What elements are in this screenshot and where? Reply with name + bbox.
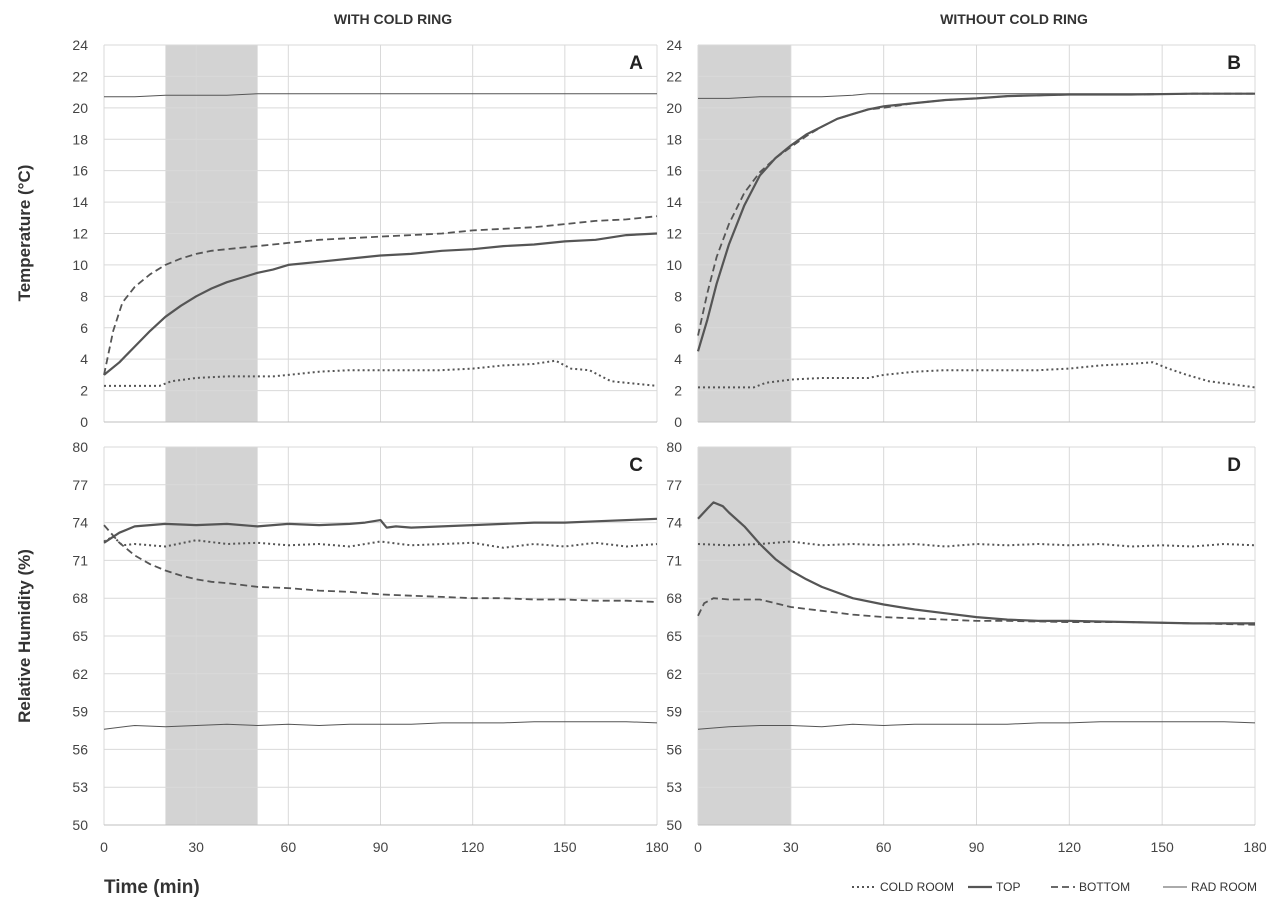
legend: COLD ROOM TOP BOTTOM RAD ROOM xyxy=(852,880,1257,894)
y-tick-label: 18 xyxy=(666,131,682,147)
y-tick-label: 14 xyxy=(666,194,682,210)
x-tick-label: 150 xyxy=(1150,839,1174,855)
x-tick-label: 0 xyxy=(694,839,702,855)
x-tick-label: 120 xyxy=(461,839,485,855)
x-tick-label: 150 xyxy=(553,839,577,855)
series-bottom xyxy=(103,524,658,603)
series-rad-room xyxy=(104,93,657,98)
y-tick-label: 20 xyxy=(666,100,682,116)
y-tick-label: 56 xyxy=(72,741,88,757)
y-axis-label-temperature: Temperature (°C) xyxy=(15,165,34,302)
legend-label-bottom: BOTTOM xyxy=(1079,880,1130,894)
y-tick-label: 20 xyxy=(72,100,88,116)
panel-C-humidity-with-cold-ring: 50 53 56 59 62 65 68 71 74 77 80 0 30 60 90 120 150 180 C xyxy=(72,439,668,855)
x-tick-label: 90 xyxy=(373,839,389,855)
series-bottom xyxy=(697,92,1255,336)
y-tick-label: 71 xyxy=(666,552,682,568)
series-bottom xyxy=(697,597,1256,626)
col-title-right: WITHOUT COLD RING xyxy=(940,11,1088,27)
x-tick-label: 180 xyxy=(645,839,669,855)
panel-letter: D xyxy=(1227,455,1241,476)
legend-label-cold-room: COLD ROOM xyxy=(880,880,954,894)
series-cold-room xyxy=(698,361,1256,389)
y-tick-label: 8 xyxy=(80,288,88,304)
series-cold-room xyxy=(697,540,1256,548)
x-tick-label: 60 xyxy=(876,839,892,855)
x-tick-label: 180 xyxy=(1243,839,1267,855)
y-tick-label: 56 xyxy=(666,741,682,757)
y-axis-label-humidity: Relative Humidity (%) xyxy=(15,549,34,723)
y-tick-label: 77 xyxy=(72,477,88,493)
y-tick-label: 12 xyxy=(72,226,88,242)
y-tick-label: 18 xyxy=(72,131,88,147)
y-tick-label: 12 xyxy=(666,226,682,242)
y-tick-label: 22 xyxy=(666,68,682,84)
panel-D-humidity-without-cold-ring: 50 53 56 59 62 65 68 71 74 77 80 0 30 60 90 120 150 180 D xyxy=(666,439,1266,855)
y-tick-label: 53 xyxy=(666,779,682,795)
series-top xyxy=(103,517,658,544)
y-tick-label: 59 xyxy=(72,704,88,720)
x-tick-label: 30 xyxy=(783,839,799,855)
y-tick-label: 4 xyxy=(674,351,682,367)
y-tick-label: 53 xyxy=(72,779,88,795)
legend-label-top: TOP xyxy=(996,880,1020,894)
series-top xyxy=(103,232,658,376)
y-tick-label: 65 xyxy=(72,628,88,644)
series-rad-room xyxy=(103,721,658,730)
panel-letter: A xyxy=(629,53,643,74)
y-tick-label: 4 xyxy=(80,351,88,367)
x-axis-label: Time (min) xyxy=(104,877,200,898)
y-tick-label: 22 xyxy=(72,68,88,84)
series-rad-room xyxy=(698,93,1255,99)
series-top xyxy=(697,501,1255,625)
y-tick-label: 0 xyxy=(80,414,88,430)
y-tick-label: 68 xyxy=(72,590,88,606)
y-tick-label: 16 xyxy=(72,163,88,179)
y-tick-label: 10 xyxy=(666,257,682,273)
col-title-left: WITH COLD RING xyxy=(334,11,452,27)
series-bottom xyxy=(103,215,658,376)
y-tick-label: 80 xyxy=(666,439,682,455)
series-cold-room xyxy=(103,535,658,549)
y-tick-label: 50 xyxy=(666,817,682,833)
x-tick-label: 120 xyxy=(1058,839,1082,855)
series-rad-room xyxy=(697,721,1256,730)
y-tick-label: 74 xyxy=(72,515,88,531)
y-tick-label: 24 xyxy=(666,37,682,53)
y-tick-label: 6 xyxy=(80,320,88,336)
y-tick-label: 71 xyxy=(72,552,88,568)
y-tick-label: 10 xyxy=(72,257,88,273)
y-tick-label: 59 xyxy=(666,704,682,720)
y-tick-label: 62 xyxy=(72,666,88,682)
x-tick-label: 0 xyxy=(100,839,108,855)
y-tick-label: 8 xyxy=(674,288,682,304)
x-tick-label: 30 xyxy=(188,839,204,855)
y-tick-label: 16 xyxy=(666,163,682,179)
y-tick-label: 2 xyxy=(674,383,682,399)
x-tick-label: 60 xyxy=(281,839,297,855)
y-tick-label: 0 xyxy=(674,414,682,430)
panel-letter: B xyxy=(1227,53,1241,74)
y-tick-label: 77 xyxy=(666,477,682,493)
y-tick-label: 24 xyxy=(72,37,88,53)
y-tick-label: 6 xyxy=(674,320,682,336)
x-tick-label: 90 xyxy=(969,839,985,855)
y-tick-label: 50 xyxy=(72,817,88,833)
panel-letter: C xyxy=(629,455,643,476)
legend-label-rad-room: RAD ROOM xyxy=(1191,880,1257,894)
y-tick-label: 68 xyxy=(666,590,682,606)
y-tick-label: 74 xyxy=(666,515,682,531)
y-tick-label: 65 xyxy=(666,628,682,644)
y-tick-label: 80 xyxy=(72,439,88,455)
y-tick-label: 2 xyxy=(80,383,88,399)
y-tick-label: 14 xyxy=(72,194,88,210)
y-tick-label: 62 xyxy=(666,666,682,682)
